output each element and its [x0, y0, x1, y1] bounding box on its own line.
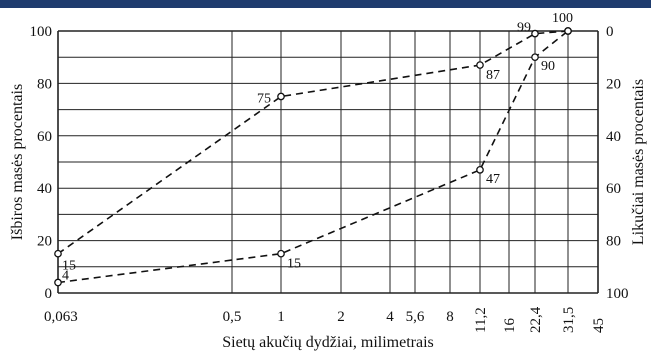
x-tick-label: 45 [591, 318, 607, 333]
y-axis-label-left: Išbiros masės procentais [9, 84, 26, 240]
data-point-1 [277, 92, 285, 101]
y-right-tick-label: 0 [606, 24, 614, 40]
data-label: 90 [541, 59, 555, 74]
data-label: 99 [517, 21, 531, 36]
y-left-tick-label: 0 [45, 286, 53, 302]
series-line-1 [57, 30, 569, 255]
y-right-tick-label: 20 [606, 76, 621, 92]
data-point-2 [531, 53, 539, 62]
data-label: 87 [486, 68, 500, 83]
y-right-tick-label: 80 [606, 234, 621, 250]
x-tick-label: 0,5 [223, 309, 242, 325]
data-point-2 [476, 166, 484, 174]
x-tick-label: 4 [386, 309, 394, 325]
y-right-tick-label: 40 [606, 129, 621, 145]
data-point-1 [54, 249, 62, 258]
data-point-1 [531, 29, 539, 38]
y-axis-label-right: Likučiai masės procentais [630, 79, 647, 245]
x-tick-label: 1 [277, 309, 285, 325]
y-right-tick-label: 60 [606, 181, 621, 197]
x-tick-label: 0,063 [44, 309, 78, 325]
x-tick-label: 16 [502, 318, 518, 334]
data-label: 4 [62, 269, 69, 284]
data-point-2 [277, 249, 285, 258]
y-right-tick-label: 100 [606, 286, 629, 302]
y-left-tick-label: 80 [37, 76, 52, 92]
x-tick-label: 22,4 [528, 306, 544, 333]
data-label: 15 [287, 257, 301, 272]
data-label: 47 [486, 172, 500, 187]
y-left-tick-label: 20 [37, 234, 52, 250]
x-tick-label: 2 [337, 309, 345, 325]
data-point-1 [476, 61, 484, 69]
y-left-tick-label: 100 [30, 24, 53, 40]
data-label: 75 [257, 92, 271, 107]
top-bar [0, 0, 651, 8]
series-line-2 [57, 30, 569, 284]
x-tick-label: 5,6 [406, 309, 425, 325]
y-left-tick-label: 60 [37, 129, 52, 145]
x-tick-label: 31,5 [561, 307, 577, 333]
data-point-2 [54, 278, 62, 287]
x-tick-label: 8 [446, 309, 454, 325]
data-point-2 [564, 27, 572, 35]
x-tick-label: 11,2 [473, 307, 489, 333]
data-label: 100 [552, 11, 573, 26]
y-left-tick-label: 40 [37, 181, 52, 197]
data-label: 15 [62, 259, 76, 274]
x-axis-label: Sietų akučių dydžiai, milimetrais [222, 334, 434, 351]
